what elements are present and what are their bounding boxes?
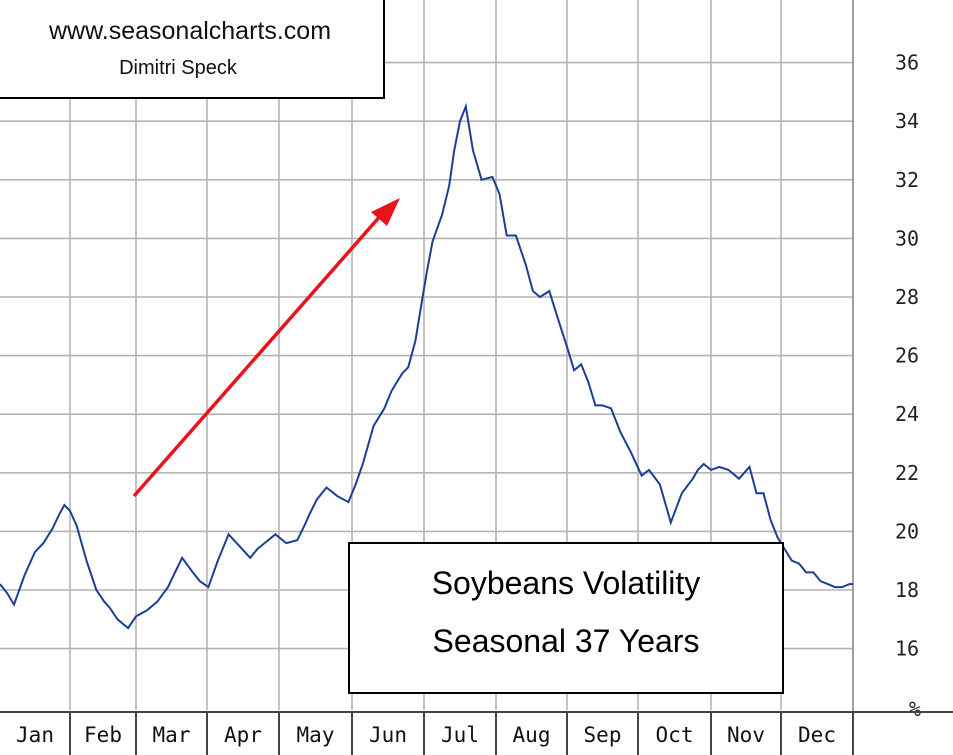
- y-tick-label: 22: [895, 461, 919, 485]
- watermark-site: www.seasonalcharts.com: [48, 17, 331, 45]
- watermark-author: Dimitri Speck: [119, 57, 238, 79]
- trend-arrow: [132, 198, 400, 498]
- x-tick-label: Oct: [656, 723, 694, 747]
- x-tick-label: Jul: [441, 723, 479, 747]
- y-axis-unit-label: %: [909, 697, 921, 721]
- y-axis-ticks: 16 18 20 22 24 26 28 30 32 34 36: [895, 51, 919, 661]
- y-tick-label: 28: [895, 285, 919, 309]
- y-tick-label: 36: [895, 51, 919, 75]
- volatility-line: [0, 102, 853, 630]
- watermark-box: www.seasonalcharts.com Dimitri Speck: [0, 0, 385, 99]
- x-tick-label: Dec: [798, 723, 836, 747]
- x-tick-label: Nov: [727, 723, 765, 747]
- chart-title: Soybeans Volatility: [432, 565, 701, 601]
- trend-arrow-head: [371, 198, 400, 226]
- x-tick-label: Aug: [513, 723, 551, 747]
- x-tick-label: Mar: [153, 723, 191, 747]
- x-tick-label: Jan: [16, 723, 54, 747]
- y-tick-label: 20: [895, 519, 919, 543]
- y-tick-label: 30: [895, 226, 919, 250]
- y-tick-label: 32: [895, 168, 919, 192]
- y-tick-label: 18: [895, 578, 919, 602]
- x-tick-label: May: [297, 723, 335, 747]
- y-tick-label: 24: [895, 402, 919, 426]
- y-tick-label: 34: [895, 109, 919, 133]
- title-box: Soybeans Volatility Seasonal 37 Years: [348, 542, 784, 694]
- x-tick-label: Jun: [369, 723, 407, 747]
- y-tick-label: 26: [895, 344, 919, 368]
- x-axis: Jan Feb Mar Apr May Jun Jul Aug Sep Oct Nov Dec: [0, 711, 953, 755]
- x-tick-label: Apr: [224, 723, 262, 747]
- x-tick-label: Sep: [584, 723, 622, 747]
- y-tick-label: 16: [895, 637, 919, 661]
- trend-arrow-shaft: [132, 212, 384, 498]
- x-tick-label: Feb: [84, 723, 122, 747]
- chart-subtitle: Seasonal 37 Years: [433, 623, 700, 659]
